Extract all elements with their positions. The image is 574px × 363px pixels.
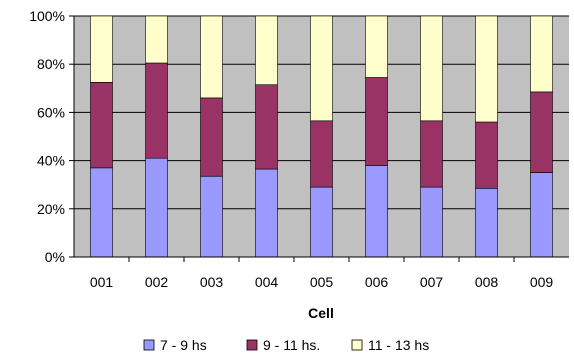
y-tick-label: 20% bbox=[37, 201, 65, 217]
bar-segment-003-series-2 bbox=[200, 97, 223, 177]
bar-segment-007-series-2 bbox=[420, 120, 443, 188]
bar-segment-005-series-3 bbox=[310, 15, 333, 122]
bar-segment-007-series-1 bbox=[420, 186, 443, 258]
bar-segment-003-series-3 bbox=[200, 15, 223, 99]
legend-label-3: 11 - 13 hs bbox=[368, 337, 429, 353]
y-tick-label: 60% bbox=[37, 104, 65, 120]
bar-segment-005-series-1 bbox=[310, 186, 333, 258]
x-tick-label-001: 001 bbox=[90, 274, 114, 290]
bar-segment-004-series-2 bbox=[255, 84, 278, 170]
bar-segment-004-series-3 bbox=[255, 15, 278, 85]
bar-segment-001-series-2 bbox=[90, 82, 113, 169]
y-tick-label: 40% bbox=[37, 153, 65, 169]
bar-segment-007-series-3 bbox=[420, 15, 443, 122]
bar-segment-006-series-2 bbox=[365, 77, 388, 166]
bar-segment-008-series-2 bbox=[475, 121, 498, 189]
bar-segment-008-series-3 bbox=[475, 15, 498, 123]
y-tick-label: 80% bbox=[37, 56, 65, 72]
x-tick-label-005: 005 bbox=[310, 274, 334, 290]
y-axis-ticks: 0% 20% 40% 60% 80% 100% bbox=[29, 8, 74, 265]
x-tick-label-009: 009 bbox=[530, 274, 554, 290]
bar-segment-006-series-3 bbox=[365, 15, 388, 78]
bar-segment-001-series-1 bbox=[90, 167, 113, 258]
y-tick-label: 100% bbox=[29, 8, 65, 24]
bar-segment-002-series-3 bbox=[145, 15, 168, 64]
bar-segment-009-series-2 bbox=[530, 91, 553, 173]
legend-label-2: 9 - 11 hs. bbox=[263, 337, 320, 353]
bar-segment-006-series-1 bbox=[365, 165, 388, 258]
legend-swatch-1 bbox=[143, 339, 155, 351]
bar-segment-009-series-1 bbox=[530, 172, 553, 258]
x-tick-label-002: 002 bbox=[145, 274, 169, 290]
y-tick-label: 0% bbox=[45, 249, 65, 265]
x-axis-title: Cell bbox=[308, 305, 334, 321]
bar-segment-001-series-3 bbox=[90, 15, 113, 83]
bars bbox=[90, 15, 553, 258]
bar-segment-003-series-1 bbox=[200, 176, 223, 258]
x-tick-label-004: 004 bbox=[255, 274, 279, 290]
legend-label-1: 7 - 9 hs bbox=[160, 337, 207, 353]
x-tick-label-008: 008 bbox=[475, 274, 499, 290]
x-tick-label-006: 006 bbox=[365, 274, 389, 290]
legend-swatch-2 bbox=[246, 339, 258, 351]
bar-segment-002-series-2 bbox=[145, 62, 168, 159]
bar-segment-008-series-1 bbox=[475, 188, 498, 258]
x-axis-ticks: 001 002 003 004 005 006 007 008 009 bbox=[90, 257, 554, 290]
bar-segment-009-series-3 bbox=[530, 15, 553, 93]
legend-swatch-3 bbox=[351, 339, 363, 351]
x-tick-label-007: 007 bbox=[420, 274, 444, 290]
legend: 7 - 9 hs 9 - 11 hs. 11 - 13 hs bbox=[143, 337, 429, 353]
x-tick-label-003: 003 bbox=[200, 274, 224, 290]
bar-segment-005-series-2 bbox=[310, 120, 333, 188]
bar-segment-002-series-1 bbox=[145, 157, 168, 258]
bar-segment-004-series-1 bbox=[255, 168, 278, 258]
